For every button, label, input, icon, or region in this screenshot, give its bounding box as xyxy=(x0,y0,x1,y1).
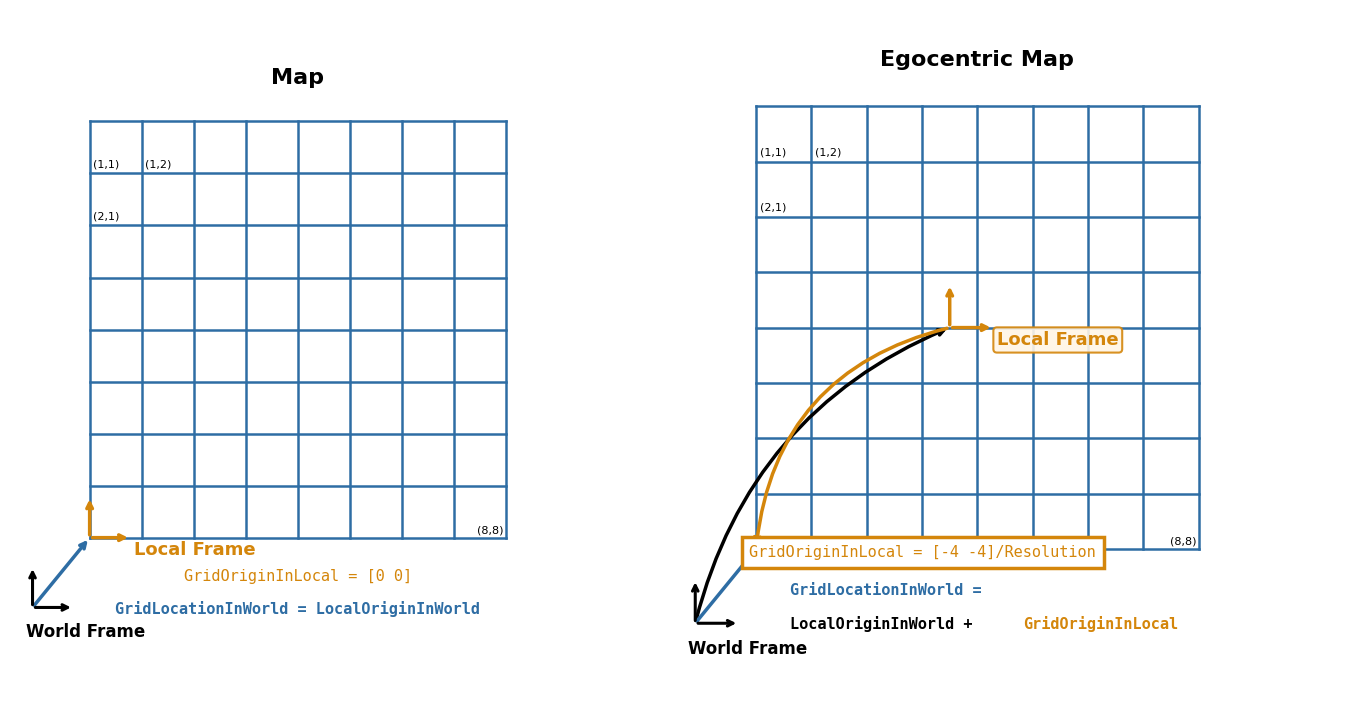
Text: Local Frame: Local Frame xyxy=(996,331,1119,349)
Text: (1,1): (1,1) xyxy=(93,160,120,170)
Text: (1,2): (1,2) xyxy=(815,148,842,158)
Text: GridLocationInWorld = LocalOriginInWorld: GridLocationInWorld = LocalOriginInWorld xyxy=(115,601,481,617)
Text: (8,8): (8,8) xyxy=(1169,536,1196,546)
Text: GridLocationInWorld =: GridLocationInWorld = xyxy=(790,582,981,598)
Text: (2,1): (2,1) xyxy=(93,212,120,222)
Text: Map: Map xyxy=(271,68,324,88)
Text: (8,8): (8,8) xyxy=(477,525,504,535)
Text: (1,1): (1,1) xyxy=(760,148,786,158)
Text: LocalOriginInWorld +: LocalOriginInWorld + xyxy=(790,616,981,632)
Text: Local Frame: Local Frame xyxy=(134,541,255,559)
Text: Egocentric Map: Egocentric Map xyxy=(880,50,1075,70)
Text: (1,2): (1,2) xyxy=(146,160,171,170)
Text: World Frame: World Frame xyxy=(26,624,146,642)
Text: (2,1): (2,1) xyxy=(760,203,787,213)
Text: World Frame: World Frame xyxy=(688,640,807,658)
Text: GridOriginInLocal = [-4 -4]/Resolution: GridOriginInLocal = [-4 -4]/Resolution xyxy=(749,545,1096,560)
Text: GridOriginInLocal = [0 0]: GridOriginInLocal = [0 0] xyxy=(184,570,412,585)
Text: GridOriginInLocal: GridOriginInLocal xyxy=(1023,616,1177,632)
